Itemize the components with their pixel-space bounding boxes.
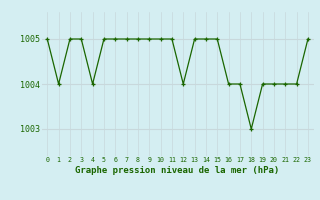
X-axis label: Graphe pression niveau de la mer (hPa): Graphe pression niveau de la mer (hPa) [76,166,280,175]
